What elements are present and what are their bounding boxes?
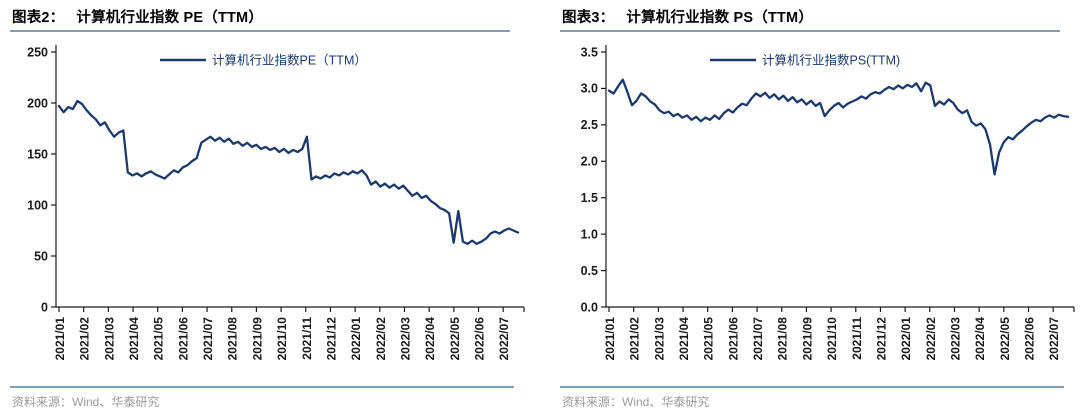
y-tick-label: 2.0 bbox=[581, 155, 598, 169]
y-tick-label: 200 bbox=[27, 96, 48, 110]
y-tick-label: 0.5 bbox=[581, 264, 598, 278]
series-line bbox=[607, 78, 1070, 176]
y-tick-label: 3.0 bbox=[581, 82, 598, 96]
y-tick-label: 0.0 bbox=[581, 300, 598, 314]
x-tick-label: 2021/02 bbox=[628, 317, 642, 361]
y-tick-label: 50 bbox=[34, 249, 48, 263]
y-tick-label: 100 bbox=[27, 198, 48, 212]
x-tick-label: 2022/05 bbox=[998, 317, 1012, 361]
x-tick-label: 2022/04 bbox=[973, 317, 987, 361]
x-tick-label: 2021/12 bbox=[874, 317, 888, 361]
y-tick-label: 150 bbox=[27, 147, 48, 161]
x-tick-label: 2021/02 bbox=[78, 317, 92, 361]
x-tick-label: 2022/01 bbox=[899, 317, 913, 361]
panel-pe-chart: 图表2： 计算机行业指数 PE（TTM） 250 200 150 100 50 0 2021/… bbox=[10, 0, 530, 410]
ps-line-chart: 3.5 3.0 2.5 2.0 1.5 1.0 0.5 0.0 2021/01 2021/02 20… bbox=[581, 45, 1075, 361]
title-divider-pe bbox=[10, 30, 510, 32]
x-tick-label: 2022/07 bbox=[1047, 317, 1061, 361]
x-tick-label: 2021/01 bbox=[603, 317, 617, 361]
figure-title-pe: 图表2： 计算机行业指数 PE（TTM） bbox=[10, 0, 530, 30]
y-tick-label: 1.5 bbox=[581, 191, 598, 205]
figure-name-ps: 计算机行业指数 PS（TTM） bbox=[626, 10, 814, 26]
series-line bbox=[57, 99, 520, 245]
x-tick-label: 2021/03 bbox=[102, 317, 116, 361]
figure-number-pe: 图表2： bbox=[12, 10, 65, 26]
x-tick-label: 2022/01 bbox=[349, 317, 363, 361]
title-divider-ps bbox=[560, 30, 1060, 32]
x-tick-label: 2022/06 bbox=[473, 317, 487, 361]
figure-name-pe: 计算机行业指数 PE（TTM） bbox=[76, 10, 264, 26]
y-tick-label: 1.0 bbox=[581, 227, 598, 241]
x-tick-label: 2021/09 bbox=[800, 317, 814, 361]
x-tick-label: 2021/10 bbox=[825, 317, 839, 361]
x-tick-label: 2021/08 bbox=[776, 317, 790, 361]
x-tick-label: 2022/07 bbox=[497, 317, 511, 361]
x-tick-label: 2022/02 bbox=[924, 317, 938, 361]
y-tick-label: 2.5 bbox=[581, 118, 598, 132]
x-tick-label: 2021/09 bbox=[250, 317, 264, 361]
x-tick-label: 2021/06 bbox=[726, 317, 740, 361]
x-tick-label: 2022/06 bbox=[1023, 317, 1037, 361]
x-tick-label: 2021/11 bbox=[850, 317, 864, 360]
x-tick-label: 2021/07 bbox=[201, 317, 215, 361]
x-tick-label: 2021/05 bbox=[702, 317, 716, 361]
figure-title-ps: 图表3： 计算机行业指数 PS（TTM） bbox=[560, 0, 1080, 30]
x-tick-label: 2022/04 bbox=[423, 317, 437, 361]
x-tick-label: 2021/05 bbox=[152, 317, 166, 361]
source-note-pe: 资料来源：Wind、华泰研究 bbox=[10, 386, 514, 410]
x-tick-label: 2021/08 bbox=[226, 317, 240, 361]
panel-ps-chart: 图表3： 计算机行业指数 PS（TTM） 3.5 3.0 2.5 2.0 1.5 1.0 0.… bbox=[560, 0, 1080, 410]
x-tick-label: 2021/06 bbox=[176, 317, 190, 361]
x-tick-label: 2022/03 bbox=[398, 317, 412, 361]
y-tick-label: 0 bbox=[41, 300, 48, 314]
legend-label: 计算机行业指数PS(TTM) bbox=[762, 53, 900, 68]
source-note-ps: 资料来源：Wind、华泰研究 bbox=[560, 386, 1064, 410]
x-tick-label: 2021/11 bbox=[300, 317, 314, 360]
x-tick-label: 2021/12 bbox=[324, 317, 338, 361]
x-tick-label: 2021/04 bbox=[127, 317, 141, 361]
x-tick-label: 2021/03 bbox=[652, 317, 666, 361]
pe-line-chart: 250 200 150 100 50 0 2021/01 2021/02 2021/03 2021… bbox=[27, 45, 525, 361]
legend-label: 计算机行业指数PE（TTM） bbox=[212, 53, 367, 68]
x-tick-label: 2022/02 bbox=[374, 317, 388, 361]
x-tick-label: 2021/07 bbox=[751, 317, 765, 361]
figure-number-ps: 图表3： bbox=[562, 10, 615, 26]
x-tick-label: 2022/03 bbox=[948, 317, 962, 361]
y-tick-label: 250 bbox=[27, 45, 48, 59]
x-tick-label: 2021/04 bbox=[677, 317, 691, 361]
x-tick-label: 2022/05 bbox=[448, 317, 462, 361]
x-tick-label: 2021/01 bbox=[53, 317, 67, 361]
y-tick-label: 3.5 bbox=[581, 45, 598, 59]
x-tick-label: 2021/10 bbox=[275, 317, 289, 361]
